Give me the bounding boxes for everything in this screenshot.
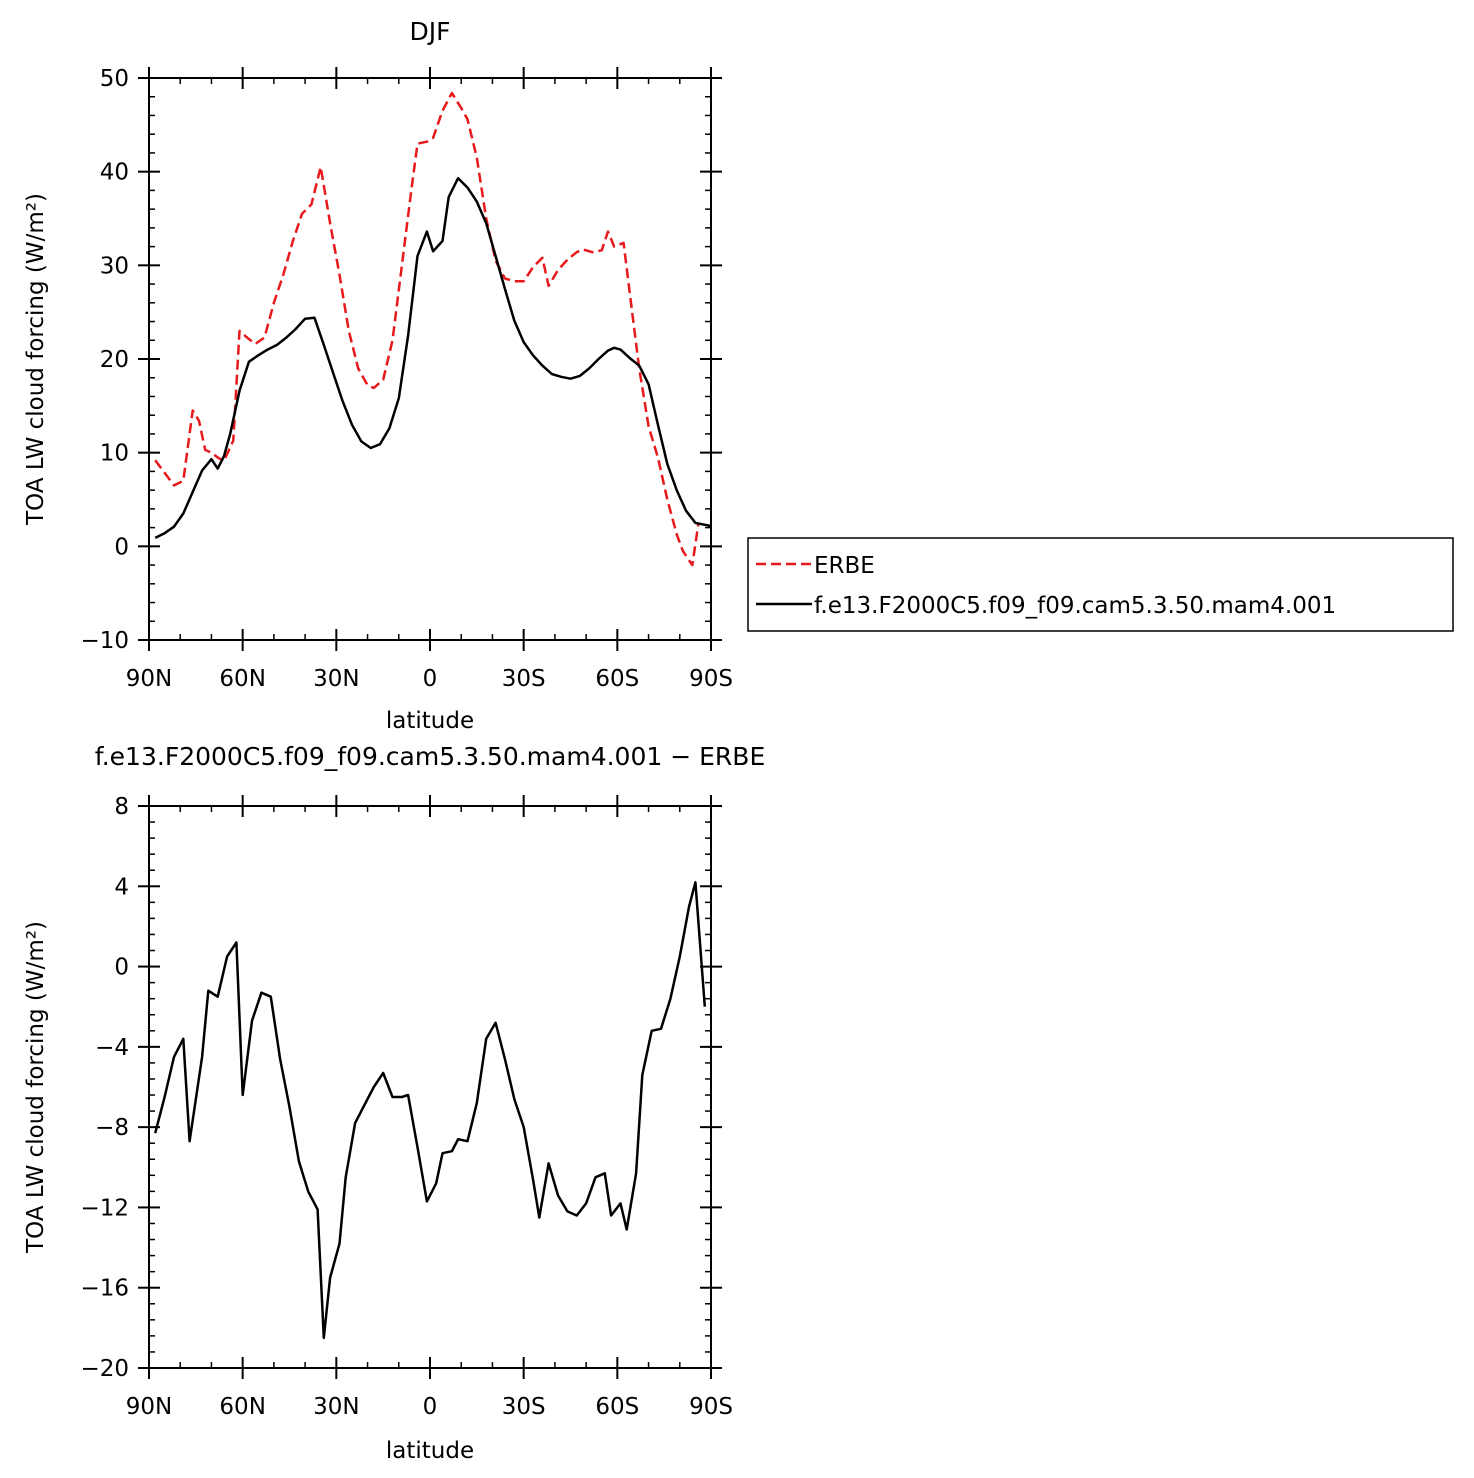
x-tick-label: 30N bbox=[313, 1394, 359, 1420]
series-line-1 bbox=[154, 176, 711, 540]
x-tick-label: 90S bbox=[689, 1394, 733, 1420]
y-tick-label: 40 bbox=[100, 160, 129, 186]
y-tick-label: −8 bbox=[95, 1115, 129, 1141]
y-tick-label: 50 bbox=[100, 66, 129, 92]
bottom-y-axis-label: TOA LW cloud forcing (W/m²) bbox=[23, 921, 49, 1254]
series-line-0 bbox=[154, 91, 700, 567]
top-x-axis-label: latitude bbox=[386, 708, 474, 734]
y-tick-label: 10 bbox=[100, 441, 129, 467]
legend: ERBE f.e13.F2000C5.f09_f09.cam5.3.50.mam… bbox=[747, 537, 1454, 632]
x-tick-label: 0 bbox=[423, 1394, 438, 1420]
x-tick-label: 90N bbox=[126, 1394, 172, 1420]
x-tick-label: 30S bbox=[502, 1394, 546, 1420]
bottom-plot-frame bbox=[148, 805, 712, 1369]
x-tick-label: 60N bbox=[219, 666, 265, 692]
top-y-axis-label: TOA LW cloud forcing (W/m²) bbox=[23, 193, 49, 526]
x-tick-label: 60N bbox=[219, 1394, 265, 1420]
y-tick-label: 0 bbox=[114, 955, 129, 981]
x-tick-label: 30N bbox=[313, 666, 359, 692]
x-tick-label: 30S bbox=[502, 666, 546, 692]
y-tick-label: 8 bbox=[114, 794, 129, 820]
y-tick-label: −12 bbox=[80, 1195, 129, 1221]
y-tick-label: 20 bbox=[100, 347, 129, 373]
y-tick-label: −16 bbox=[80, 1276, 129, 1302]
x-tick-label: 0 bbox=[423, 666, 438, 692]
y-tick-label: −4 bbox=[95, 1035, 129, 1061]
x-tick-label: 90S bbox=[689, 666, 733, 692]
x-tick-label: 90N bbox=[126, 666, 172, 692]
bottom-x-axis-label: latitude bbox=[386, 1438, 474, 1464]
series-line-0 bbox=[153, 881, 707, 1340]
y-tick-label: −20 bbox=[80, 1356, 129, 1382]
legend-label-model: f.e13.F2000C5.f09_f09.cam5.3.50.mam4.001 bbox=[814, 593, 1336, 619]
x-tick-label: 60S bbox=[595, 666, 639, 692]
y-tick-label: 30 bbox=[100, 253, 129, 279]
bottom-panel-title: f.e13.F2000C5.f09_f09.cam5.3.50.mam4.001… bbox=[95, 742, 765, 771]
y-tick-label: −10 bbox=[80, 628, 129, 654]
y-tick-label: 4 bbox=[114, 874, 129, 900]
y-tick-label: 0 bbox=[114, 534, 129, 560]
top-panel-title: DJF bbox=[409, 17, 450, 46]
x-tick-label: 60S bbox=[595, 1394, 639, 1420]
top-plot-frame bbox=[148, 77, 712, 641]
legend-label-erbe: ERBE bbox=[814, 553, 875, 579]
legend-box bbox=[747, 537, 1454, 632]
